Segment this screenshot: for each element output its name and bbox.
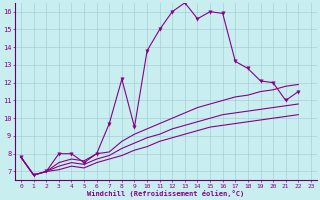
X-axis label: Windchill (Refroidissement éolien,°C): Windchill (Refroidissement éolien,°C) (87, 190, 244, 197)
